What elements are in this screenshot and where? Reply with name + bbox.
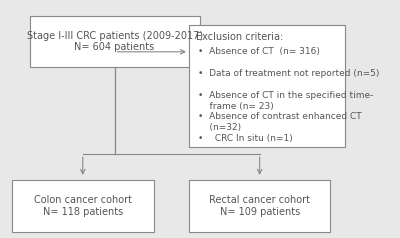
FancyBboxPatch shape: [12, 180, 154, 232]
Text: •  Absence of CT  (n= 316): • Absence of CT (n= 316): [198, 47, 320, 56]
Text: Exclusion criteria:: Exclusion criteria:: [196, 32, 283, 42]
Text: •  Absence of contrast enhanced CT
    (n=32): • Absence of contrast enhanced CT (n=32): [198, 112, 361, 132]
FancyBboxPatch shape: [189, 180, 330, 232]
Text: Stage I-III CRC patients (2009-2017)
N= 604 patients: Stage I-III CRC patients (2009-2017) N= …: [26, 30, 203, 52]
Text: •    CRC In situ (n=1): • CRC In situ (n=1): [198, 134, 292, 143]
Text: Rectal cancer cohort
N= 109 patients: Rectal cancer cohort N= 109 patients: [209, 195, 310, 217]
Text: •  Data of treatment not reported (n=5): • Data of treatment not reported (n=5): [198, 69, 379, 78]
Text: •  Absence of CT in the specified time-
    frame (n= 23): • Absence of CT in the specified time- f…: [198, 90, 373, 111]
FancyBboxPatch shape: [189, 25, 344, 147]
FancyBboxPatch shape: [30, 15, 200, 67]
Text: Colon cancer cohort
N= 118 patients: Colon cancer cohort N= 118 patients: [34, 195, 132, 217]
